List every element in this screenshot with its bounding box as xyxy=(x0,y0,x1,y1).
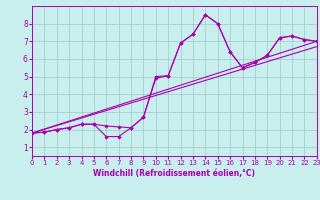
X-axis label: Windchill (Refroidissement éolien,°C): Windchill (Refroidissement éolien,°C) xyxy=(93,169,255,178)
